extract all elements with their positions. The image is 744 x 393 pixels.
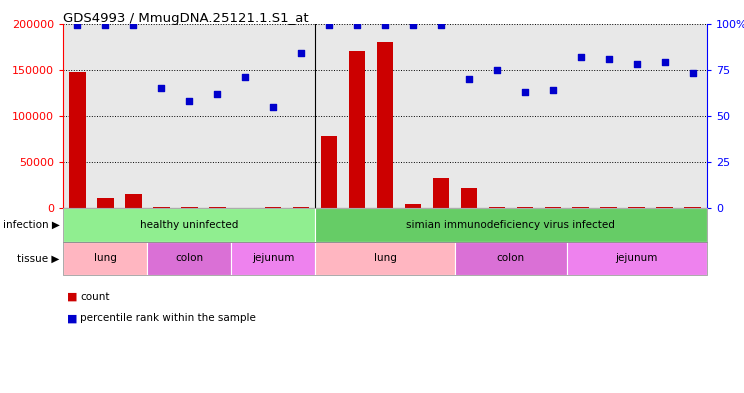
Point: [127, 22, 139, 29]
Text: simian immunodeficiency virus infected: simian immunodeficiency virus infected: [406, 220, 615, 230]
Bar: [572, 207, 589, 208]
Point: [435, 22, 447, 29]
Text: colon: colon: [497, 253, 525, 263]
Point: [407, 22, 419, 29]
Bar: [349, 51, 365, 208]
Point: [155, 85, 167, 92]
Text: GDS4993 / MmugDNA.25121.1.S1_at: GDS4993 / MmugDNA.25121.1.S1_at: [63, 12, 309, 25]
Point: [519, 89, 531, 95]
Bar: [405, 204, 421, 208]
Point: [183, 98, 195, 104]
Point: [211, 91, 223, 97]
Point: [267, 104, 279, 110]
Bar: [153, 207, 170, 208]
Bar: [97, 198, 114, 208]
Point: [351, 22, 363, 29]
Bar: [321, 136, 338, 208]
Bar: [292, 207, 310, 208]
Bar: [265, 207, 281, 208]
Bar: [125, 195, 141, 208]
Bar: [69, 72, 86, 208]
Text: tissue ▶: tissue ▶: [17, 253, 60, 263]
Point: [71, 22, 83, 29]
Bar: [489, 207, 505, 208]
Point: [323, 22, 335, 29]
Point: [547, 87, 559, 93]
Bar: [684, 207, 701, 208]
Point: [99, 22, 111, 29]
Text: lung: lung: [373, 253, 397, 263]
Point: [603, 55, 615, 62]
Point: [463, 76, 475, 82]
Text: lung: lung: [94, 253, 117, 263]
Bar: [432, 178, 449, 208]
Bar: [376, 42, 394, 208]
Point: [631, 61, 643, 67]
Point: [295, 50, 307, 56]
Text: jejunum: jejunum: [252, 253, 295, 263]
Point: [659, 59, 671, 66]
Bar: [516, 207, 533, 208]
Point: [687, 70, 699, 77]
Bar: [461, 188, 478, 208]
Text: infection ▶: infection ▶: [3, 220, 60, 230]
Text: colon: colon: [175, 253, 203, 263]
Text: jejunum: jejunum: [616, 253, 658, 263]
Text: ■: ■: [67, 292, 77, 302]
Bar: [181, 207, 198, 208]
Text: count: count: [80, 292, 110, 302]
Point: [575, 54, 587, 60]
Point: [491, 67, 503, 73]
Point: [239, 74, 251, 80]
Text: ■: ■: [67, 313, 77, 323]
Text: percentile rank within the sample: percentile rank within the sample: [80, 313, 256, 323]
Point: [379, 22, 391, 29]
Text: healthy uninfected: healthy uninfected: [140, 220, 238, 230]
